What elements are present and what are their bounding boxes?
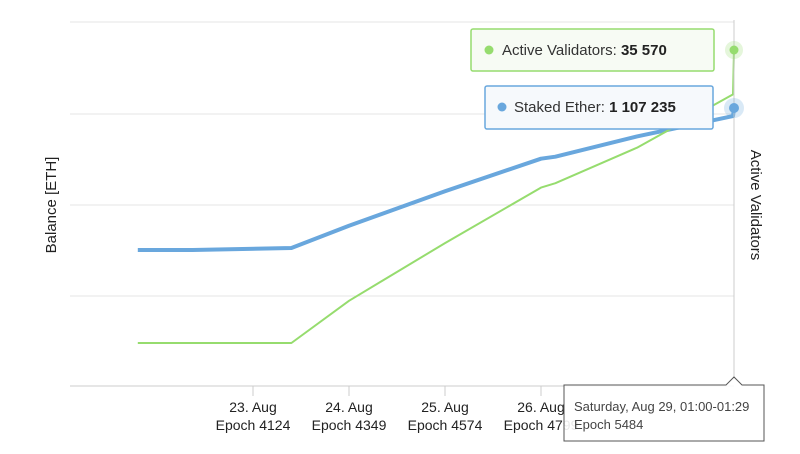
svg-text:Staked Ether: 1 107 235: Staked Ether: 1 107 235: [514, 99, 676, 116]
tooltip-staked-ether-label: Staked Ether:: [514, 99, 605, 116]
tooltip-staked-ether-value: 1 107 235: [609, 99, 676, 116]
x-tick-date-label: 25. Aug: [421, 399, 469, 415]
tooltip-active-validators-label: Active Validators:: [502, 42, 617, 59]
grid-lines: [70, 21, 734, 387]
x-tick-epoch-label: Epoch 4349: [312, 417, 387, 433]
tooltip-active-validators: Active Validators: 35 570: [470, 28, 715, 72]
x-tick-date-label: 24. Aug: [325, 399, 373, 415]
tooltip-staked-ether: Staked Ether: 1 107 235: [484, 85, 714, 130]
legend-dot-staked-ether: [497, 102, 507, 112]
legend-dot-active-validators: [484, 45, 494, 55]
x-tick-epoch-label: Epoch 4799: [504, 417, 579, 433]
x-tick-epoch-label: Epoch 4124: [216, 417, 291, 433]
x-tick-date-label: 26. Aug: [517, 399, 565, 415]
hover-time-line1: Saturday, Aug 29, 01:00-01:29: [574, 399, 749, 414]
x-axis: 23. Aug Epoch 4124 24. Aug Epoch 4349 25. Au…: [216, 386, 579, 433]
svg-text:Active Validators: 35 570: Active Validators: 35 570: [502, 42, 667, 59]
x-tick-epoch-label: Epoch 4574: [408, 417, 483, 433]
hover-point-active-validators: [725, 41, 743, 59]
y-axis-left-title: Balance [ETH]: [43, 157, 60, 254]
hover-time-line2: Epoch 5484: [574, 417, 643, 432]
y-axis-right-title: Active Validators: [747, 150, 764, 261]
tooltip-active-validators-value: 35 570: [621, 42, 667, 59]
hover-time-tooltip: Saturday, Aug 29, 01:00-01:29 Epoch 5484: [563, 376, 765, 442]
x-tick-date-label: 23. Aug: [229, 399, 277, 415]
hover-point-staked-ether: [724, 98, 744, 118]
